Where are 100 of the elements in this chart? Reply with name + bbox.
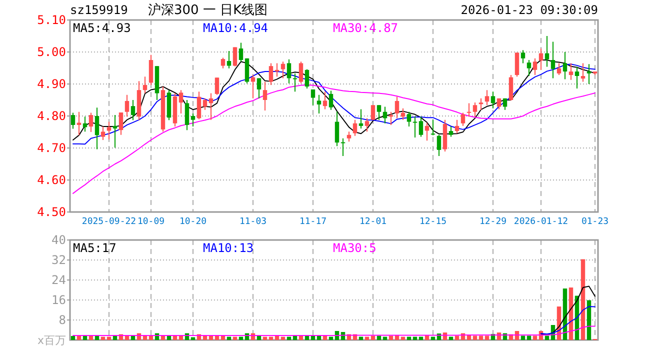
candlestick <box>334 111 340 147</box>
candlestick <box>376 104 382 120</box>
candlestick <box>430 119 436 136</box>
candlestick <box>544 36 550 68</box>
candlestick <box>202 98 208 110</box>
candlestick <box>526 60 532 76</box>
bar <box>520 336 526 340</box>
candlestick <box>364 118 370 132</box>
y-tick-label: 4.70 <box>37 141 66 155</box>
candlestick <box>346 131 352 142</box>
candlestick <box>100 126 106 140</box>
candlestick <box>268 62 274 86</box>
x-tick-label: 2025-09-22 <box>82 217 136 227</box>
bar <box>178 336 184 340</box>
candlestick <box>310 88 316 106</box>
candlestick <box>520 50 526 64</box>
candlestick <box>340 138 346 156</box>
candlestick <box>316 94 322 114</box>
candlestick <box>532 58 538 76</box>
candlestick <box>538 48 544 70</box>
candlestick <box>244 58 250 84</box>
candlestick <box>352 119 358 136</box>
y-tick-label: 5.10 <box>37 13 66 27</box>
bar <box>82 336 88 340</box>
x-tick-label: 11-17 <box>299 217 327 227</box>
x-tick-label: 10-20 <box>179 217 207 227</box>
bar <box>298 336 304 340</box>
candlestick <box>568 62 574 80</box>
candlestick <box>94 107 100 150</box>
candlestick <box>148 54 154 86</box>
candlestick <box>196 91 202 120</box>
candlestick <box>142 76 148 94</box>
text: MA10:4.94 <box>203 21 268 35</box>
bar <box>484 336 490 340</box>
bar <box>160 336 166 340</box>
candlestick <box>250 74 256 99</box>
bar <box>586 300 592 340</box>
bar <box>454 336 460 340</box>
candlestick <box>460 112 466 126</box>
y-tick-label: 4.80 <box>37 109 66 123</box>
y-tick-label: 4.50 <box>37 205 66 219</box>
x-tick-label: 12-01 <box>359 217 387 227</box>
candlestick <box>358 108 364 129</box>
candlestick <box>406 111 412 128</box>
y-tick-label: 16 <box>52 293 66 307</box>
candlestick <box>322 91 328 110</box>
x-tick-label: 10-09 <box>137 217 165 227</box>
candlestick <box>106 121 112 140</box>
line-series <box>540 286 596 336</box>
bar <box>304 336 310 340</box>
text: MA10:13 <box>203 241 254 255</box>
bar <box>310 336 316 340</box>
bar <box>544 336 550 340</box>
text: x百万 <box>37 334 66 347</box>
candlestick <box>556 62 562 76</box>
bar <box>472 336 478 340</box>
candlestick <box>436 134 442 156</box>
candlestick <box>130 100 136 121</box>
candlestick <box>514 52 520 78</box>
candlestick <box>124 94 130 118</box>
candlestick <box>328 90 334 110</box>
bar <box>88 336 94 340</box>
candlestick <box>586 64 592 84</box>
candlestick <box>262 81 268 112</box>
candlestick <box>508 74 514 102</box>
candlestick <box>418 116 424 138</box>
bar <box>142 336 148 340</box>
candlestick <box>190 112 196 128</box>
bar <box>580 259 586 340</box>
candlestick <box>394 96 400 119</box>
candlestick <box>280 61 286 79</box>
bar <box>322 336 328 340</box>
bar <box>214 336 220 340</box>
candlestick <box>298 61 304 84</box>
bar <box>76 336 82 340</box>
candlestick <box>304 68 310 89</box>
y-tick-label: 24 <box>52 273 66 287</box>
candlestick <box>184 100 190 131</box>
y-tick-label: 5.00 <box>37 45 66 59</box>
bar <box>112 336 118 340</box>
bar <box>94 336 100 340</box>
bar <box>274 336 280 340</box>
chart-title: 沪深300 一 日K线图 <box>148 2 268 18</box>
candlestick <box>550 41 556 79</box>
candlestick <box>454 119 460 134</box>
x-tick-label: 01-23 <box>581 217 609 227</box>
text: MA30:4.87 <box>333 21 398 35</box>
candlestick <box>118 112 124 136</box>
y-tick-label: 8 <box>58 313 66 327</box>
bar <box>256 336 262 340</box>
bar <box>70 336 76 340</box>
candlestick <box>256 78 262 99</box>
candlestick <box>286 58 292 84</box>
candlestick <box>448 126 454 138</box>
candlestick <box>214 77 220 96</box>
candlestick <box>238 42 244 62</box>
x-tick-label: 2026-01-12 <box>514 217 568 227</box>
bar <box>148 336 154 340</box>
bar <box>124 336 130 340</box>
text: MA5:4.93 <box>73 21 131 35</box>
